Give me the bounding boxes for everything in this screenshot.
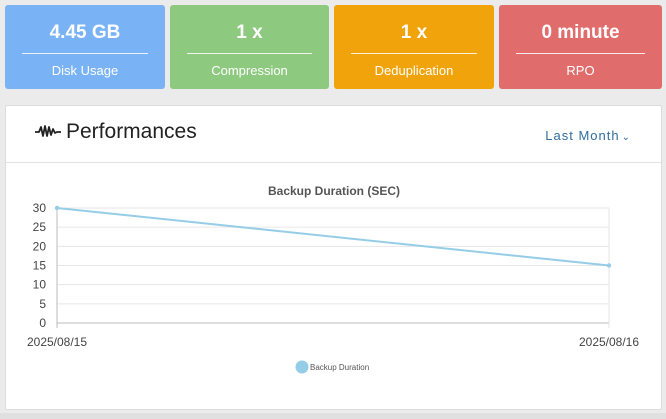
rpo-label: RPO [566,63,595,78]
y-tick-label: 25 [33,220,47,234]
divider [22,53,148,54]
x-tick-label: 2025/08/16 [579,335,639,349]
backup-duration-chart: Backup Duration (SEC) 0 5 10 15 20 25 30 2025/0… [27,184,639,374]
series-line [56,207,610,267]
stat-card-compression: 1 x Compression [170,5,329,89]
divider [516,53,645,54]
panel-header: Performances Last Month ⌄ [6,106,661,163]
performances-panel: Performances Last Month ⌄ Backup Duration… [5,105,662,410]
compression-label: Compression [211,63,288,78]
bottom-scroll-strip [0,413,666,419]
deduplication-label: Deduplication [374,63,454,78]
data-point[interactable] [54,205,60,211]
y-tick-label: 20 [33,239,47,253]
stat-card-rpo: 0 minute RPO [499,5,662,89]
panel-title: Performances [66,120,197,143]
time-range-label: Last Month [545,128,620,143]
deduplication-value: 1 x [400,22,428,43]
time-range-dropdown[interactable]: Last Month ⌄ [545,128,631,143]
divider [187,53,312,54]
compression-value: 1 x [236,22,263,43]
y-tick-label: 0 [39,316,46,330]
x-tick-label: 2025/08/15 [27,335,87,349]
chart-axes: 0 5 10 15 20 25 30 2025/08/15 2025/08/16 [27,201,639,349]
chart-legend: Backup Duration [295,360,369,374]
stat-card-deduplication: 1 x Deduplication [334,5,494,89]
legend-swatch [295,360,309,374]
legend-label[interactable]: Backup Duration [310,363,369,372]
divider [351,53,477,54]
chart-title: Backup Duration (SEC) [268,184,400,198]
disk-usage-label: Disk Usage [51,63,119,78]
y-tick-label: 10 [33,278,47,292]
y-tick-label: 30 [33,201,47,215]
chart-series [54,205,612,268]
pulse-icon [35,125,61,137]
chart-grid [56,207,610,328]
rpo-value: 0 minute [541,22,620,43]
y-tick-label: 15 [33,259,47,273]
disk-usage-value: 4.45 GB [49,22,121,43]
data-point[interactable] [606,263,612,268]
y-tick-label: 5 [39,297,46,311]
chevron-down-icon: ⌄ [621,132,631,143]
stat-card-disk-usage: 4.45 GB Disk Usage [5,5,165,89]
